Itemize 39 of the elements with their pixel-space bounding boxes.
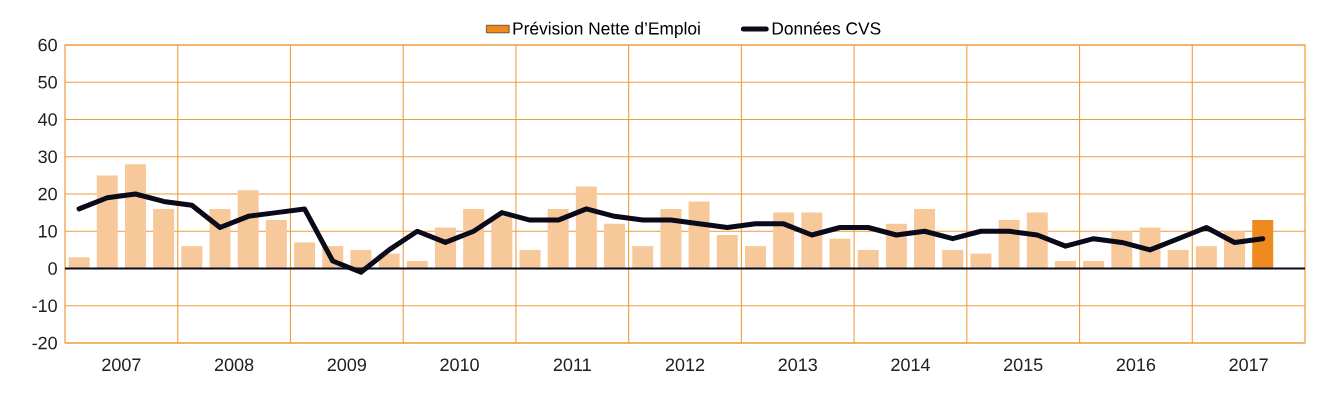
x-tick-label: 2014 — [891, 358, 930, 372]
y-tick-label: 20 — [38, 187, 57, 201]
bar — [1195, 246, 1217, 269]
bar — [575, 186, 597, 269]
x-tick-label: 2011 — [553, 358, 591, 372]
y-tick-label: -10 — [32, 299, 57, 313]
x-tick-label: 2009 — [327, 358, 366, 372]
bar — [294, 242, 316, 269]
bar — [491, 216, 513, 269]
x-tick-label: 2016 — [1116, 358, 1156, 372]
x-tick-label: 2013 — [778, 358, 817, 372]
bar — [716, 234, 738, 269]
bar — [96, 175, 118, 269]
y-tick-label: 50 — [38, 75, 57, 89]
x-tick-label: 2015 — [1004, 358, 1043, 372]
y-tick-label: 0 — [48, 262, 57, 275]
x-tick-label: 2008 — [214, 358, 254, 372]
x-tick-label: 2010 — [440, 358, 479, 372]
bar — [265, 220, 287, 269]
y-tick-label: 60 — [38, 38, 57, 52]
bar — [744, 246, 766, 269]
y-tick-label: 10 — [38, 224, 57, 238]
bar — [1252, 220, 1274, 269]
y-tick-label: -20 — [32, 336, 57, 350]
x-tick-label: 2007 — [102, 358, 141, 372]
bar — [632, 246, 654, 269]
bar — [181, 246, 203, 269]
bar — [153, 208, 175, 269]
legend-label: Données CVS — [772, 21, 881, 35]
bar — [829, 238, 851, 269]
bar — [124, 164, 146, 269]
x-tick-label: 2017 — [1229, 358, 1268, 372]
bar — [604, 223, 626, 269]
x-tick-label: 2012 — [665, 358, 705, 372]
y-tick-label: 40 — [38, 113, 57, 126]
legend-label: Prévision Nette d’Emploi — [513, 21, 700, 39]
y-tick-label: 30 — [38, 150, 57, 164]
bar — [237, 190, 259, 269]
bar — [688, 201, 710, 269]
